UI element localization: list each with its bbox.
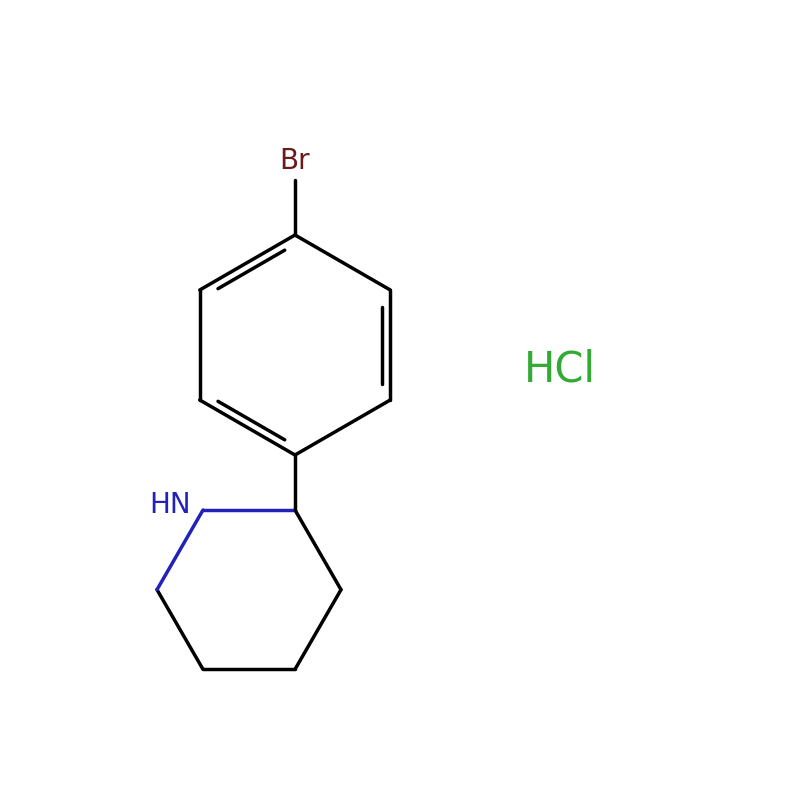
Text: Br: Br <box>280 147 310 175</box>
Text: HCl: HCl <box>524 349 596 391</box>
Text: HN: HN <box>150 491 191 519</box>
